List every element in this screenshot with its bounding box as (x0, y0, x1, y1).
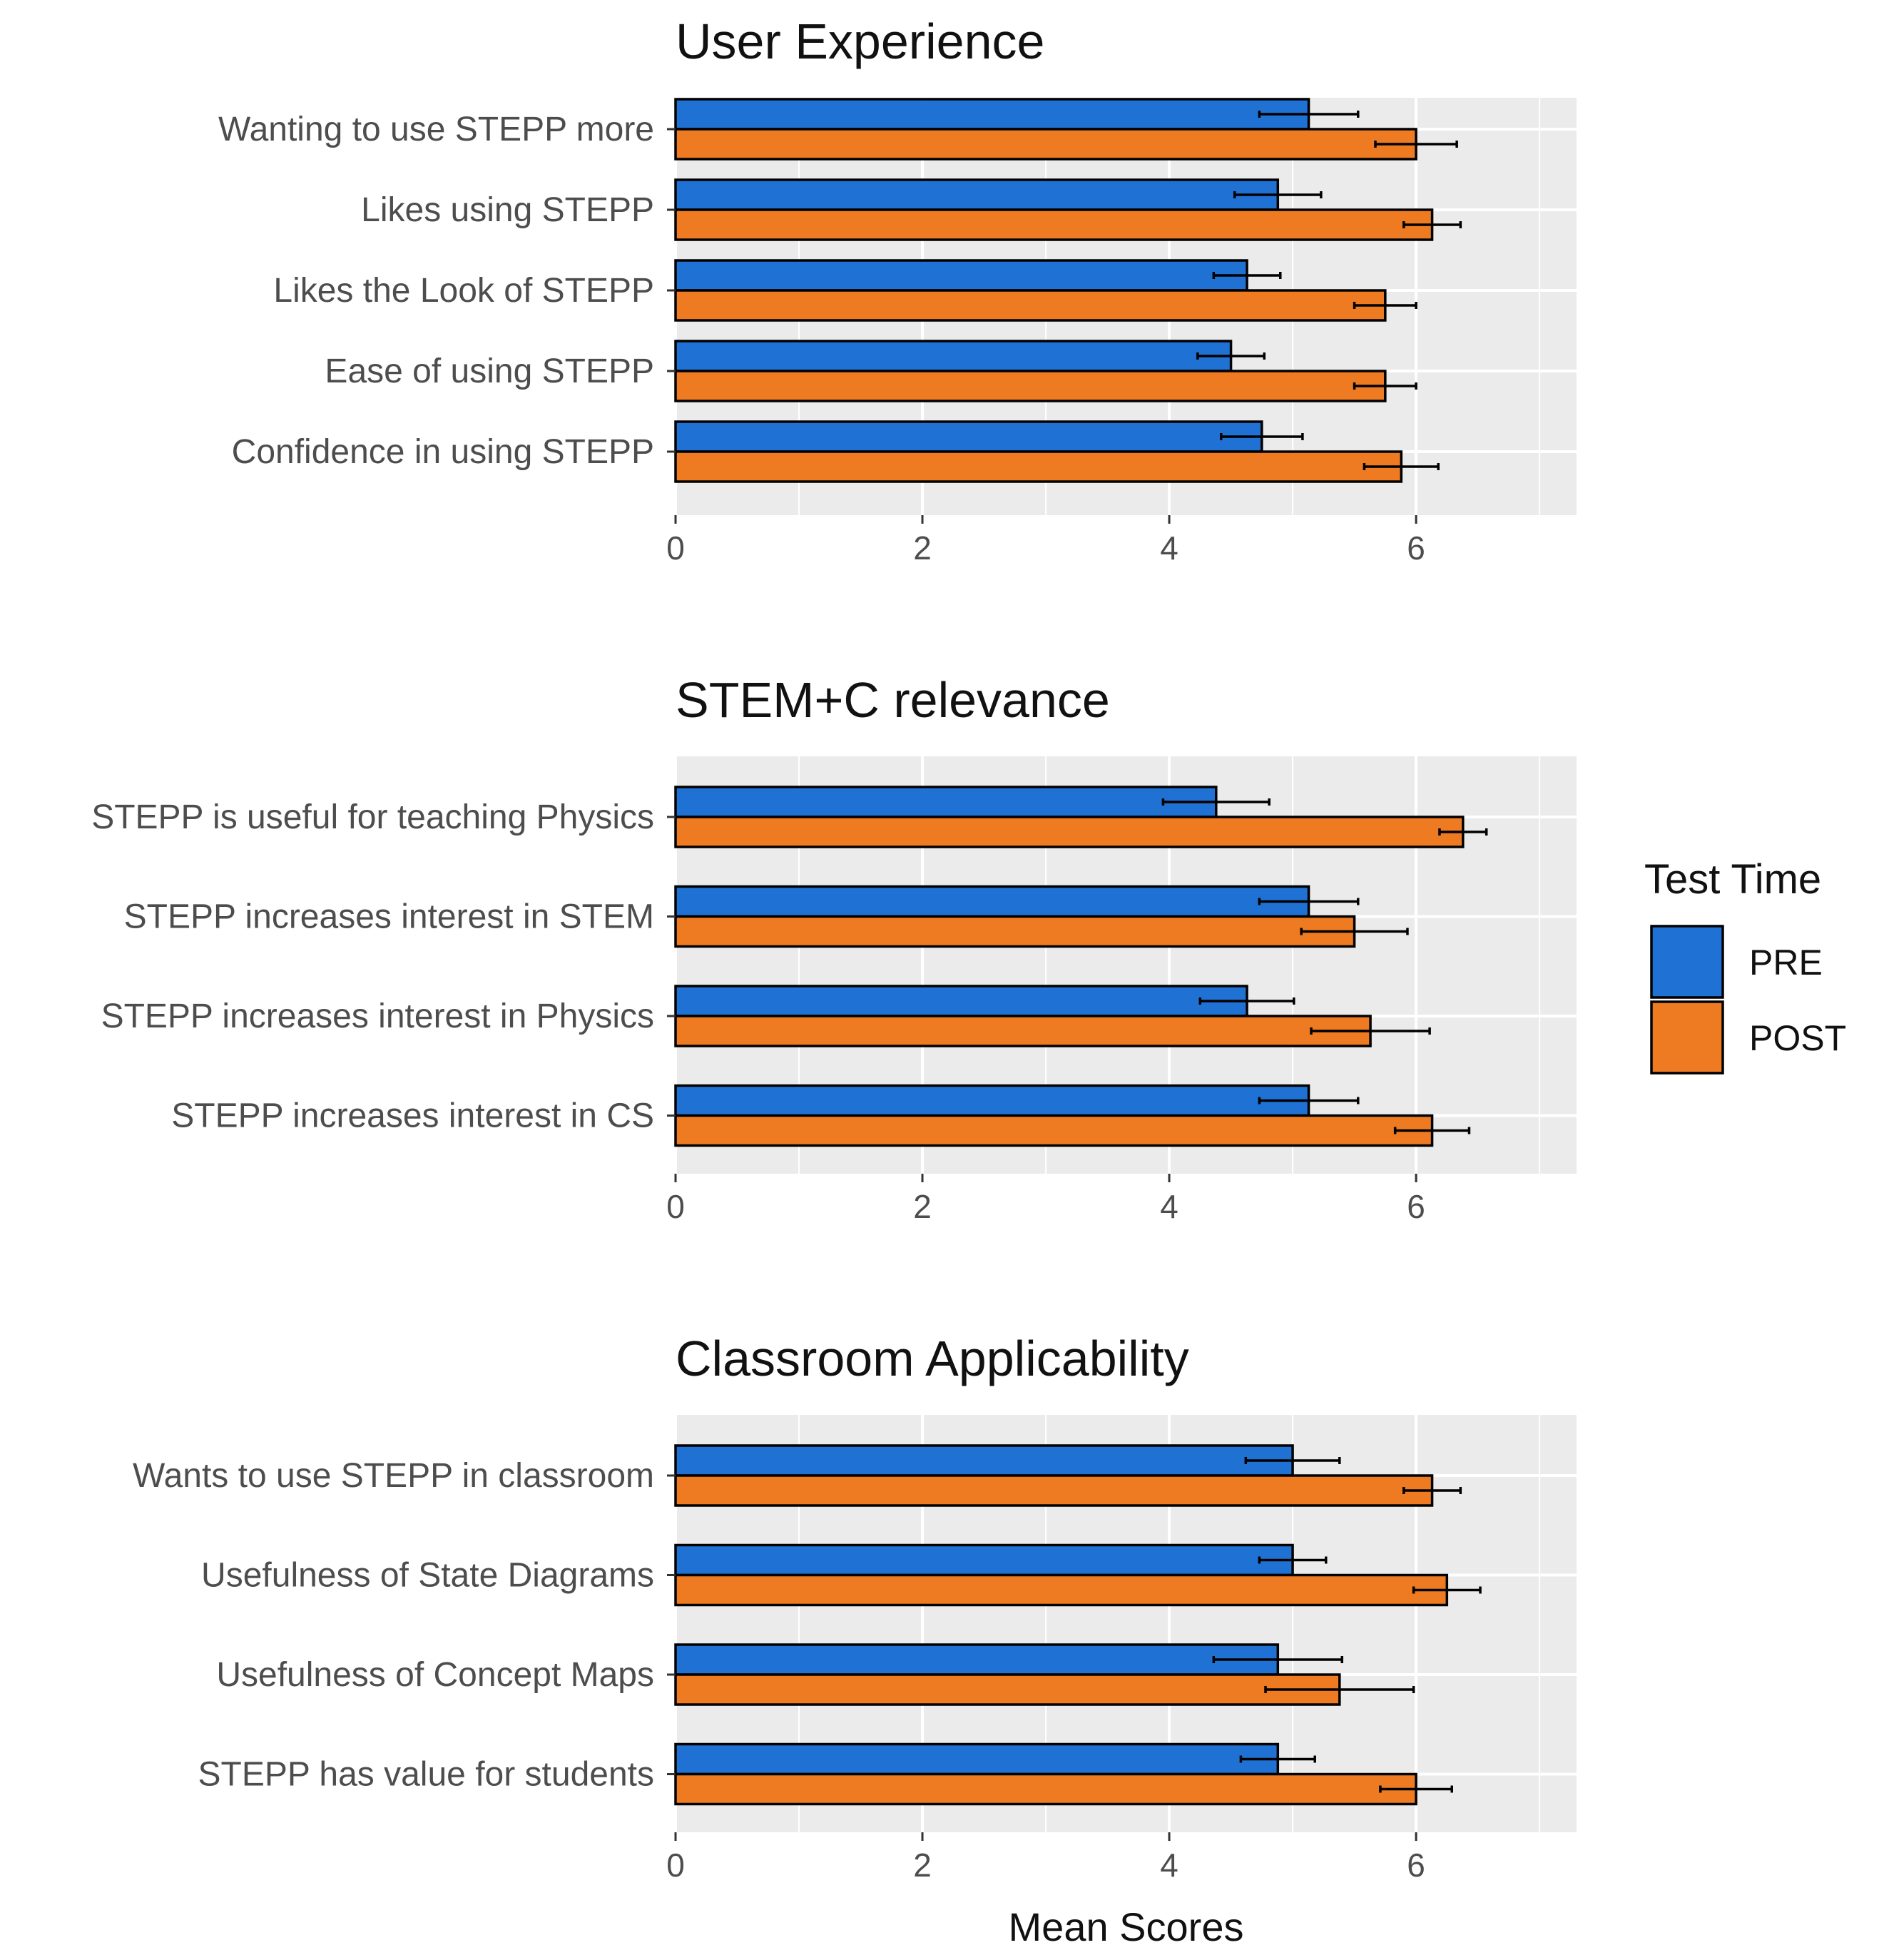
bar-post (674, 1673, 1341, 1706)
x-tick-label: 6 (1407, 1188, 1425, 1225)
error-bar-post (1379, 1785, 1454, 1793)
bar-pre (674, 985, 1248, 1017)
bar-post (674, 450, 1403, 483)
category-label: STEPP is useful for teaching Physics (91, 798, 654, 836)
category-label: Confidence in using STEPP (232, 433, 654, 471)
error-bar-post (1402, 221, 1462, 228)
error-bar-pre (1212, 272, 1282, 279)
bar-post (674, 1573, 1449, 1607)
category-label: STEPP increases interest in CS (171, 1097, 654, 1135)
error-bar-post (1374, 141, 1458, 148)
bar-pre (674, 1643, 1280, 1676)
error-bar-pre (1198, 997, 1295, 1005)
x-tick-label: 2 (913, 1847, 932, 1884)
category-label: STEPP increases interest in Physics (101, 997, 654, 1035)
error-bar-post (1353, 382, 1417, 390)
x-tick-label: 2 (913, 1188, 932, 1225)
error-bar-pre (1233, 191, 1323, 198)
panel-title: STEM+C relevance (676, 672, 1110, 728)
error-bar-pre (1244, 1457, 1341, 1464)
x-tick-label: 6 (1407, 529, 1425, 567)
legend-label: POST (1749, 1018, 1846, 1058)
bar-post (674, 1114, 1434, 1147)
category-label: Wants to use STEPP in classroom (133, 1457, 654, 1495)
error-bar-post (1264, 1686, 1415, 1693)
bar-pre (674, 178, 1280, 211)
legend: Test Time PRE POST (1644, 856, 1846, 1075)
bar-pre (674, 885, 1310, 918)
category-label: Usefulness of State Diagrams (201, 1557, 654, 1595)
legend-label: PRE (1749, 943, 1823, 982)
error-bar-pre (1212, 1656, 1344, 1663)
bar-post (674, 289, 1387, 322)
error-bar-post (1402, 1487, 1462, 1494)
bar-post (674, 1474, 1434, 1507)
error-bar-pre (1258, 1097, 1360, 1105)
chart-panel-3: Classroom Applicability Wants to use STEP… (133, 1331, 1577, 1949)
bar-post (674, 128, 1417, 161)
category-label: Likes the Look of STEPP (273, 272, 654, 310)
legend-swatch-post (1650, 1000, 1724, 1075)
bar-post (674, 1015, 1372, 1047)
x-tick-label: 2 (913, 529, 932, 567)
chart-panel-1: User Experience Wanting to use STEPP more… (218, 14, 1577, 567)
category-label: Wanting to use STEPP more (218, 111, 654, 148)
bar-pre (674, 1444, 1294, 1477)
x-tick-label: 0 (666, 1847, 685, 1884)
chart-panel-2: STEM+C relevance STEPP is useful for teac… (91, 672, 1577, 1225)
bar-pre (674, 340, 1233, 372)
error-bar-post (1412, 1586, 1482, 1594)
bar-pre (674, 420, 1263, 453)
bar-pre (674, 98, 1310, 131)
legend-swatch-pre (1650, 925, 1724, 999)
error-bar-pre (1219, 433, 1304, 440)
error-bar-post (1353, 302, 1417, 309)
bar-post (674, 915, 1356, 948)
panel-title: Classroom Applicability (676, 1331, 1189, 1386)
error-bar-pre (1258, 1556, 1328, 1564)
panel-title: User Experience (676, 14, 1044, 69)
x-tick-label: 4 (1160, 529, 1178, 567)
error-bar-post (1393, 1127, 1471, 1134)
category-label: Ease of using STEPP (325, 352, 654, 390)
error-bar-pre (1258, 898, 1360, 905)
bar-pre (674, 1543, 1294, 1577)
error-bar-pre (1239, 1755, 1316, 1763)
error-bar-post (1310, 1027, 1431, 1035)
bar-post (674, 1772, 1417, 1806)
error-bar-post (1300, 928, 1409, 935)
category-label: STEPP increases interest in STEM (124, 898, 654, 936)
bar-pre (674, 1084, 1310, 1117)
x-axis-title: Mean Scores (1009, 1904, 1244, 1949)
error-bar-pre (1258, 111, 1360, 118)
bar-pre (674, 1742, 1280, 1776)
legend-title: Test Time (1644, 856, 1821, 903)
category-label: Likes using STEPP (361, 191, 654, 229)
x-tick-label: 4 (1160, 1188, 1178, 1225)
error-bar-pre (1196, 352, 1266, 360)
category-label: Usefulness of Concept Maps (216, 1656, 654, 1694)
error-bar-post (1363, 463, 1440, 470)
error-bar-post (1438, 828, 1488, 836)
error-bar-pre (1161, 798, 1271, 806)
bar-pre (674, 786, 1218, 818)
bar-pre (674, 259, 1248, 292)
x-tick-label: 0 (666, 1188, 685, 1225)
x-tick-label: 6 (1407, 1847, 1425, 1884)
x-tick-label: 0 (666, 529, 685, 567)
x-tick-label: 4 (1160, 1847, 1178, 1884)
bar-post (674, 370, 1387, 402)
category-label: STEPP has value for students (198, 1756, 654, 1794)
bar-post (674, 816, 1465, 848)
bar-post (674, 208, 1434, 241)
